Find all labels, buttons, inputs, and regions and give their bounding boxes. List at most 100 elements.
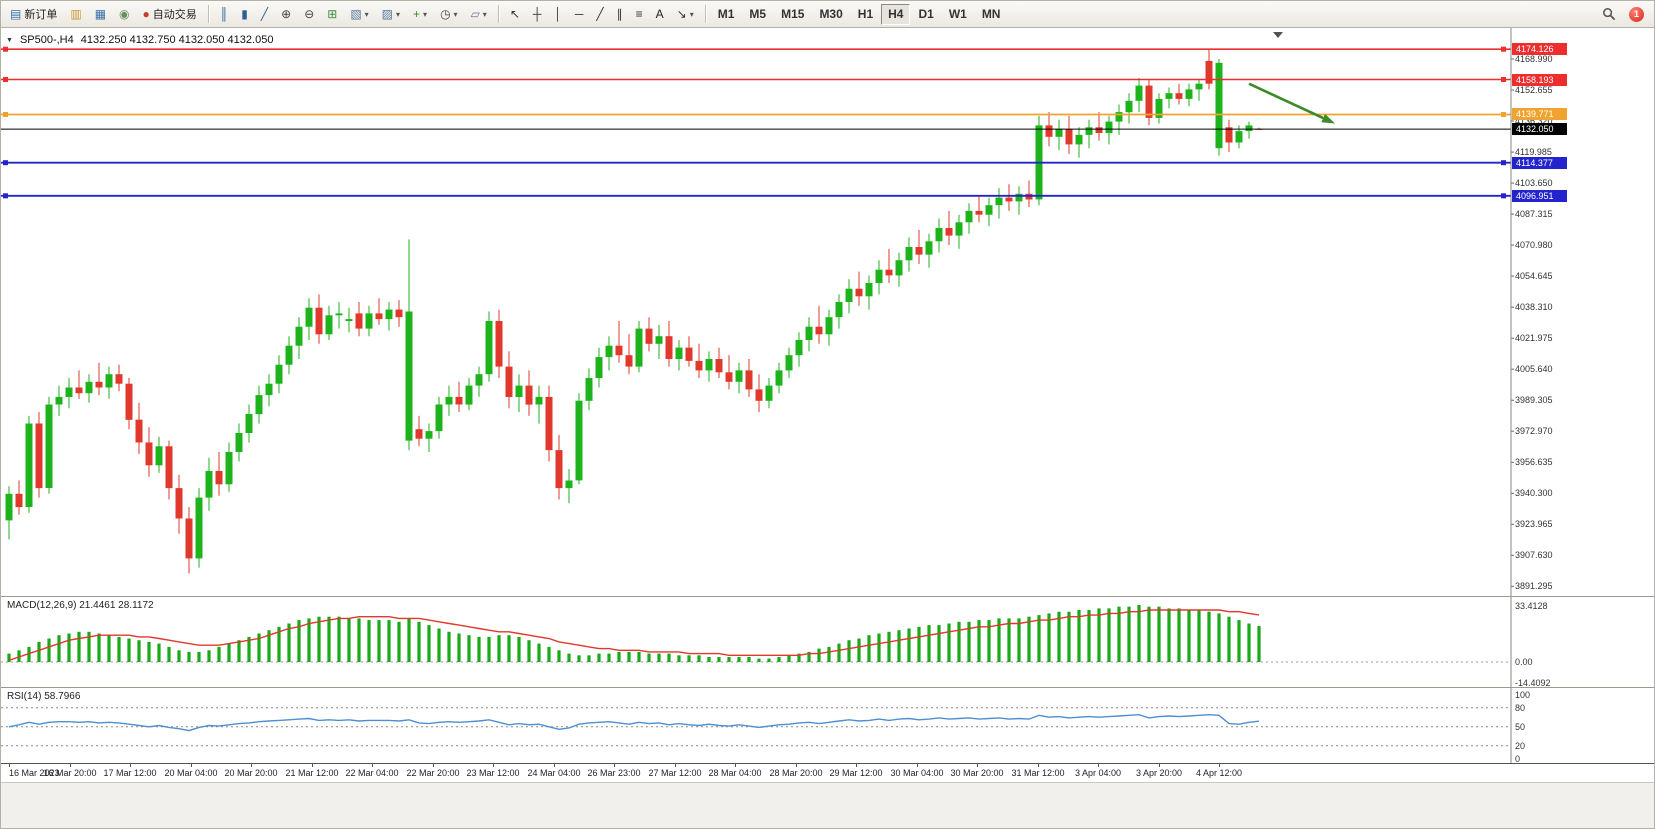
hline-handle[interactable]: [3, 160, 8, 166]
market-watch-button[interactable]: ▦: [89, 4, 112, 25]
tf-m15[interactable]: M15: [774, 4, 811, 25]
zoom-out-button[interactable]: ⊖: [298, 4, 320, 25]
auto-trading-button[interactable]: ● 自动交易: [137, 4, 203, 25]
hline-handle[interactable]: [3, 112, 8, 117]
bottom-strip: [1, 782, 1654, 828]
tf-m5[interactable]: M5: [742, 4, 773, 25]
fibonacci-tool-icon: ≡: [635, 7, 643, 21]
bar-chart-button[interactable]: ║: [214, 4, 235, 25]
candle-body: [945, 228, 953, 236]
price-axis-label: 3940.300: [1515, 488, 1553, 498]
chart-shift-marker[interactable]: [1273, 32, 1283, 38]
time-axis-label: 28 Mar 20:00: [769, 768, 823, 778]
zoom-in-button-icon: ⊕: [281, 7, 292, 21]
collapse-icon[interactable]: ▼: [6, 36, 13, 44]
candle-body: [805, 326, 813, 340]
add-indicator-button[interactable]: + ▾: [407, 4, 433, 25]
hline-handle[interactable]: [3, 46, 8, 52]
cursor-tool[interactable]: ↖: [504, 4, 526, 25]
candle-body: [105, 374, 113, 388]
charts-grid-button[interactable]: ▥: [64, 4, 87, 25]
candle-body: [235, 433, 243, 452]
time-tick: [1219, 764, 1220, 767]
vertical-line-tool[interactable]: │: [548, 4, 568, 25]
fibonacci-tool[interactable]: ≡: [630, 4, 649, 25]
crosshair-tool[interactable]: ┼: [527, 4, 548, 25]
candle-body: [705, 359, 713, 371]
time-tick: [433, 764, 434, 767]
tf-h4[interactable]: H4: [881, 3, 911, 25]
bar-chart-button-icon: ║: [219, 7, 229, 21]
price-tag-4139.771: 4139.771: [1512, 108, 1567, 120]
tf-m1[interactable]: M1: [711, 4, 742, 25]
time-axis[interactable]: 16 Mar 2023 16 Mar 20:00 17 Mar 12:00 20 Ma…: [1, 763, 1654, 782]
candle-body: [865, 283, 873, 297]
time-tick: [675, 764, 676, 767]
macd-chart[interactable]: [1, 597, 1654, 687]
crosshair-tool-icon: ┼: [532, 7, 542, 21]
channel-tool[interactable]: ∥: [611, 4, 629, 25]
hline-handle[interactable]: [3, 193, 8, 199]
tile-windows-button-icon: ⊞: [327, 7, 338, 21]
template-menu-button[interactable]: ▱ ▾: [465, 4, 493, 25]
horizontal-line-tool[interactable]: ─: [569, 4, 590, 25]
tf-m1-label: M1: [717, 7, 735, 21]
candle-body: [505, 366, 513, 397]
vertical-line-tool-icon: │: [554, 7, 562, 21]
arrows-tool[interactable]: ↘ ▾: [671, 4, 700, 25]
candlestick-chart-button[interactable]: ▮: [235, 4, 254, 25]
tf-d1[interactable]: D1: [911, 4, 940, 25]
candle-body: [1165, 93, 1173, 99]
trendline-tool[interactable]: ╱: [590, 4, 609, 25]
candle-body: [75, 387, 83, 394]
tile-windows-button[interactable]: ⊞: [321, 4, 343, 25]
candle-body: [95, 381, 103, 388]
candle-body: [15, 493, 23, 508]
period-menu-button[interactable]: ◷ ▾: [434, 4, 464, 25]
tf-h1[interactable]: H1: [851, 4, 880, 25]
candlestick-chart[interactable]: [1, 28, 1654, 596]
tf-m15-label: M15: [781, 7, 805, 21]
time-axis-label: 3 Apr 20:00: [1135, 768, 1183, 778]
hline-handle[interactable]: [1501, 193, 1506, 199]
arrow-annotation[interactable]: [1248, 82, 1324, 120]
new-chart-button[interactable]: ▧ ▾: [344, 4, 374, 25]
candle-body: [895, 260, 903, 276]
hline-handle[interactable]: [1501, 77, 1506, 82]
candle-body: [325, 315, 333, 335]
search-button[interactable]: [1596, 4, 1622, 25]
candle-body: [445, 396, 453, 405]
candle-body: [195, 497, 203, 559]
rsi-chart[interactable]: [1, 688, 1654, 763]
tf-mn[interactable]: MN: [975, 4, 1008, 25]
hline-handle[interactable]: [1501, 160, 1506, 166]
candle-body: [205, 471, 213, 498]
candle-body: [1005, 197, 1013, 202]
hline-handle[interactable]: [1501, 46, 1506, 52]
macd-panel: MACD(12,26,9) 21.4461 28.1172 33.4128 0.0…: [1, 596, 1654, 687]
hline-handle[interactable]: [3, 77, 8, 82]
candle-body: [845, 288, 853, 302]
profiles-button[interactable]: ▨ ▾: [376, 4, 406, 25]
macd-signal-line: [8, 609, 1260, 661]
strategy-tester-button[interactable]: ◉: [113, 4, 135, 25]
macd-axis-label: 0.00: [1515, 657, 1533, 667]
tf-w1[interactable]: W1: [942, 4, 974, 25]
text-tool[interactable]: A: [650, 4, 670, 25]
zoom-in-button[interactable]: ⊕: [275, 4, 297, 25]
new-order-button[interactable]: ▤ 新订单: [4, 4, 63, 25]
hline-handle[interactable]: [1501, 112, 1506, 117]
candle-body: [155, 446, 163, 466]
notification-badge[interactable]: 1: [1629, 6, 1644, 22]
candle-body: [1155, 98, 1163, 118]
candle-body: [905, 247, 913, 261]
toolbar: ▤ 新订单 ▥ ▦ ◉ ● 自动交易 ║ ▮ ╱ ⊕ ⊖ ⊞ ▧ ▾ ▨ ▾ + ▾ ◷ ▾ ▱ ▾ ↖ ┼ │ ─ ╱ ∥ ≡ A ↘ ▾ M1…: [1, 1, 1654, 28]
candle-body: [585, 378, 593, 401]
line-chart-button[interactable]: ╱: [255, 4, 274, 25]
candle-body: [1085, 127, 1093, 135]
candle-body: [295, 326, 303, 346]
time-axis-label: 30 Mar 04:00: [890, 768, 944, 778]
candle-body: [1225, 127, 1233, 143]
time-tick: [917, 764, 918, 767]
tf-m30[interactable]: M30: [812, 4, 849, 25]
